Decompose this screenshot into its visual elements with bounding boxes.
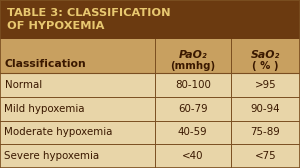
Bar: [0, 97, 300, 121]
Text: 80-100: 80-100: [175, 80, 211, 90]
Bar: [0, 0, 300, 39]
Text: PaO₂: PaO₂: [178, 50, 207, 60]
Text: Classification: Classification: [4, 59, 86, 69]
Text: (mmhg): (mmhg): [170, 61, 215, 71]
Text: >95: >95: [255, 80, 276, 90]
Text: TABLE 3: CLASSIFICATION
OF HYPOXEMIA: TABLE 3: CLASSIFICATION OF HYPOXEMIA: [7, 8, 170, 31]
Text: Mild hypoxemia: Mild hypoxemia: [4, 104, 85, 114]
Bar: [0, 144, 300, 168]
Text: ( % ): ( % ): [252, 61, 279, 71]
Bar: [0, 73, 300, 97]
Text: Severe hypoxemia: Severe hypoxemia: [4, 151, 100, 161]
Text: <40: <40: [182, 151, 203, 161]
Text: Moderate hypoxemia: Moderate hypoxemia: [4, 127, 113, 137]
Bar: [0, 121, 300, 144]
Text: 90-94: 90-94: [251, 104, 280, 114]
Text: 75-89: 75-89: [250, 127, 280, 137]
Text: Normal: Normal: [4, 80, 42, 90]
Text: <75: <75: [255, 151, 276, 161]
Bar: [0, 39, 300, 73]
Text: SaO₂: SaO₂: [251, 50, 280, 60]
Text: 40-59: 40-59: [178, 127, 208, 137]
Text: 60-79: 60-79: [178, 104, 208, 114]
